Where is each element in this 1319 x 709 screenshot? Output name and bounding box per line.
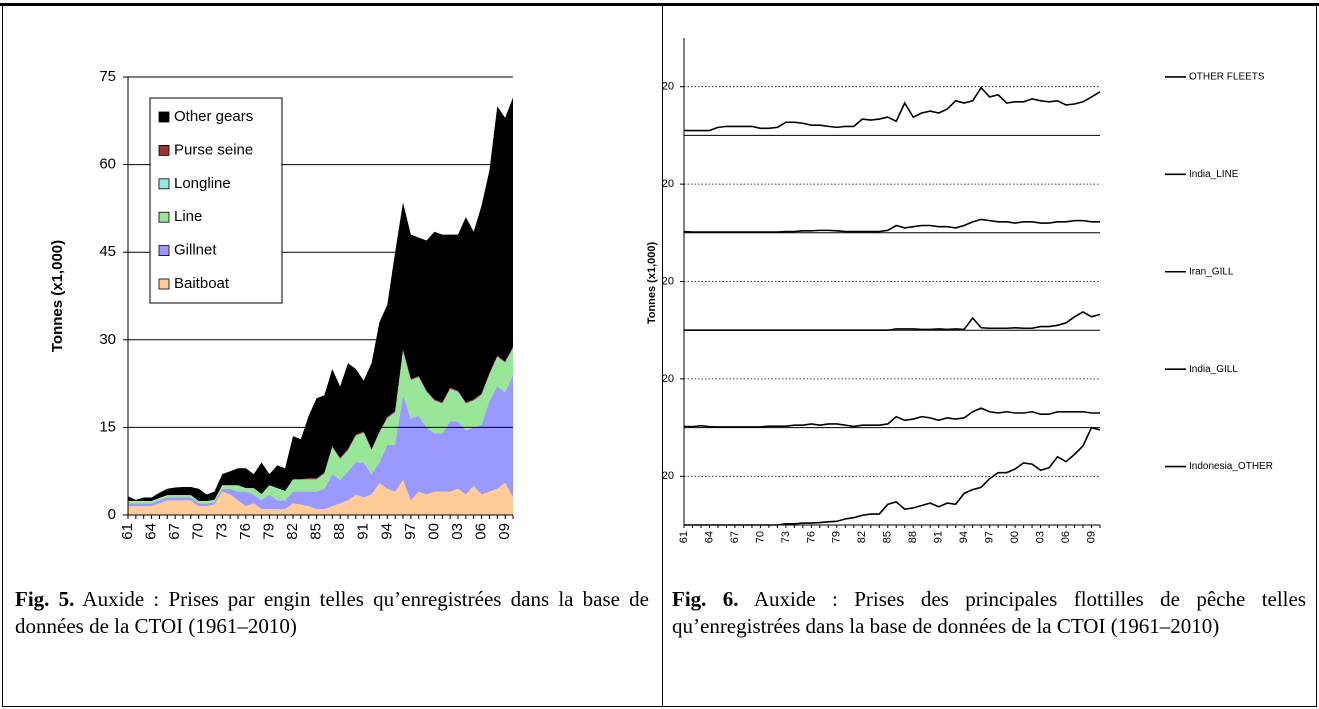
x-tick-label: 70 bbox=[754, 531, 766, 543]
x-tick-label: 94 bbox=[378, 523, 395, 540]
y-tick-label: 15 bbox=[99, 418, 116, 435]
legend-box bbox=[149, 97, 283, 304]
x-tick-label: 06 bbox=[473, 523, 490, 540]
x-tick-label: 61 bbox=[678, 531, 690, 543]
x-tick-label: 91 bbox=[355, 523, 372, 540]
y-tick-label: 20 bbox=[662, 373, 674, 385]
x-tick-label: 88 bbox=[907, 531, 919, 543]
legend-label: Purse seine bbox=[174, 141, 253, 158]
x-tick-label: 64 bbox=[703, 531, 715, 543]
x-tick-label: 76 bbox=[237, 523, 254, 540]
x-tick-label: 94 bbox=[958, 531, 970, 543]
line bbox=[684, 426, 1101, 526]
legend-swatch bbox=[158, 278, 170, 290]
legend-label: Iran_GILL bbox=[1189, 266, 1234, 277]
y-axis-label: Tonnes (x1,000) bbox=[646, 242, 658, 325]
legend-swatch bbox=[158, 178, 170, 190]
line bbox=[683, 218, 1100, 233]
x-tick-label: 00 bbox=[425, 523, 442, 540]
top-rule bbox=[0, 3, 1319, 6]
x-tick-label: 76 bbox=[805, 531, 817, 543]
x-tick-label: 88 bbox=[331, 523, 348, 540]
area bbox=[128, 374, 513, 510]
y-tick-label: 0 bbox=[108, 506, 116, 523]
caption-text: Auxide : Prises par engin telles qu’enre… bbox=[15, 587, 649, 638]
legend-label: Indonesia_OTHER bbox=[1189, 461, 1273, 472]
x-tick-label: 97 bbox=[402, 523, 419, 540]
legend-swatch bbox=[158, 211, 170, 223]
legend-label: Gillnet bbox=[174, 242, 217, 259]
x-tick-label: 03 bbox=[449, 523, 466, 540]
x-tick-label: 82 bbox=[856, 531, 868, 543]
area bbox=[128, 348, 513, 504]
area bbox=[128, 479, 513, 515]
y-tick-label: 20 bbox=[662, 81, 674, 93]
x-tick-label: 79 bbox=[260, 523, 277, 540]
y-tick-label: 20 bbox=[662, 275, 674, 287]
x-tick-label: 85 bbox=[308, 523, 325, 540]
x-tick-label: 91 bbox=[933, 531, 945, 543]
y-tick-label: 20 bbox=[662, 470, 674, 482]
line bbox=[683, 407, 1100, 428]
legend-label: Baitboat bbox=[174, 275, 230, 292]
x-tick-label: 85 bbox=[882, 531, 894, 543]
x-tick-label: 67 bbox=[729, 531, 741, 543]
x-tick-label: 73 bbox=[213, 523, 230, 540]
y-tick-label: 20 bbox=[662, 178, 674, 190]
legend-swatch bbox=[158, 144, 170, 156]
y-tick-label: 30 bbox=[99, 331, 116, 348]
legend-swatch bbox=[158, 111, 170, 123]
y-axis-label: Tonnes (x1,000) bbox=[49, 240, 66, 352]
x-tick-label: 97 bbox=[984, 531, 996, 543]
figure-caption: Fig. 5. Auxide : Prises par engin telles… bbox=[15, 586, 649, 640]
area bbox=[128, 97, 513, 501]
x-tick-label: 82 bbox=[284, 523, 301, 540]
legend-label: India_GILL bbox=[1189, 364, 1238, 375]
caption-text: Auxide : Prises des principales flottill… bbox=[672, 587, 1307, 638]
legend-label: Other gears bbox=[174, 108, 253, 125]
x-tick-label: 03 bbox=[1034, 531, 1046, 543]
x-tick-label: 09 bbox=[496, 523, 513, 540]
caption-label: Fig. 6. bbox=[672, 587, 739, 611]
x-tick-label: 64 bbox=[143, 523, 160, 540]
legend-label: Line bbox=[174, 208, 202, 225]
caption-label: Fig. 5. bbox=[15, 587, 75, 611]
x-tick-label: 67 bbox=[166, 523, 183, 540]
y-tick-label: 45 bbox=[99, 243, 116, 260]
y-tick-label: 60 bbox=[99, 156, 116, 173]
x-tick-label: 06 bbox=[1060, 531, 1072, 543]
line bbox=[684, 311, 1101, 331]
legend-label: India_LINE bbox=[1189, 169, 1239, 180]
x-tick-label: 61 bbox=[119, 523, 136, 540]
legend-label: Longline bbox=[174, 175, 231, 192]
legend-swatch bbox=[158, 245, 170, 257]
x-tick-label: 70 bbox=[190, 523, 207, 540]
line bbox=[684, 86, 1101, 132]
y-tick-label: 75 bbox=[99, 68, 116, 85]
x-tick-label: 73 bbox=[780, 531, 792, 543]
x-tick-label: 00 bbox=[1009, 531, 1021, 543]
x-tick-label: 79 bbox=[831, 531, 843, 543]
figure-caption: Fig. 6. Auxide : Prises des principales … bbox=[672, 586, 1306, 640]
x-tick-label: 09 bbox=[1085, 531, 1097, 543]
legend-label: OTHER FLEETS bbox=[1189, 72, 1265, 83]
